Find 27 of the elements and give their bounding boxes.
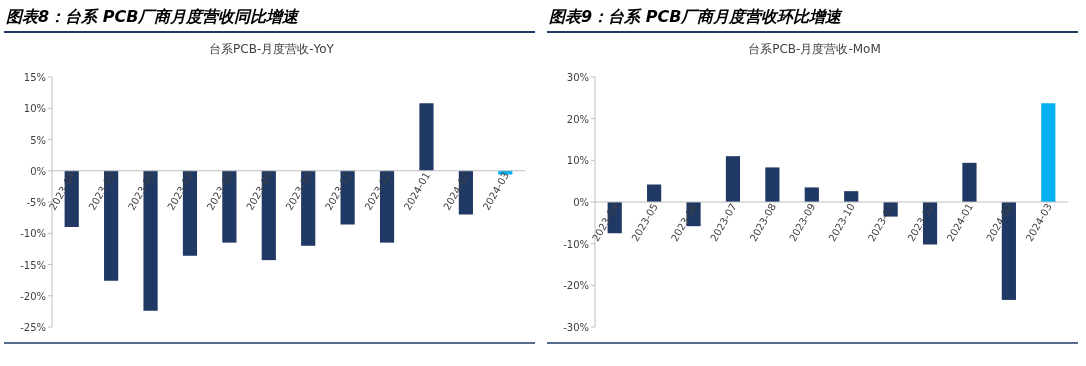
y-tick-label: -20%: [563, 280, 589, 292]
chart-subtitle: 台系PCB-月度营收-YoY: [209, 42, 335, 56]
y-tick-label: 5%: [30, 134, 46, 146]
y-tick-label: -15%: [20, 259, 46, 271]
y-tick-label: 15%: [23, 72, 46, 83]
y-tick-label: 10%: [566, 155, 589, 167]
y-tick-label: -10%: [563, 238, 589, 250]
bar: [647, 184, 662, 202]
bar: [1041, 103, 1056, 202]
chart-subtitle: 台系PCB-月度营收-MoM: [748, 42, 881, 56]
y-tick-label: -20%: [20, 290, 46, 302]
y-tick-label: -25%: [20, 322, 46, 333]
bar: [765, 167, 780, 202]
chart-title: 图表9：台系 PCB厂商月度营收环比增速: [549, 7, 844, 26]
bar: [725, 156, 741, 202]
y-tick-label: 30%: [566, 72, 589, 83]
y-tick-label: 10%: [23, 103, 46, 115]
bar: [804, 187, 819, 202]
bar: [844, 191, 859, 202]
y-tick-label: 0%: [30, 165, 46, 177]
y-tick-label: -5%: [26, 197, 46, 208]
chart-title: 图表8：台系 PCB厂商月度营收同比增速: [6, 7, 301, 26]
y-tick-label: -30%: [563, 322, 589, 333]
y-tick-label: -10%: [20, 228, 46, 240]
y-tick-label: 20%: [566, 113, 589, 125]
bar: [962, 162, 977, 202]
y-tick-label: 0%: [573, 197, 589, 208]
